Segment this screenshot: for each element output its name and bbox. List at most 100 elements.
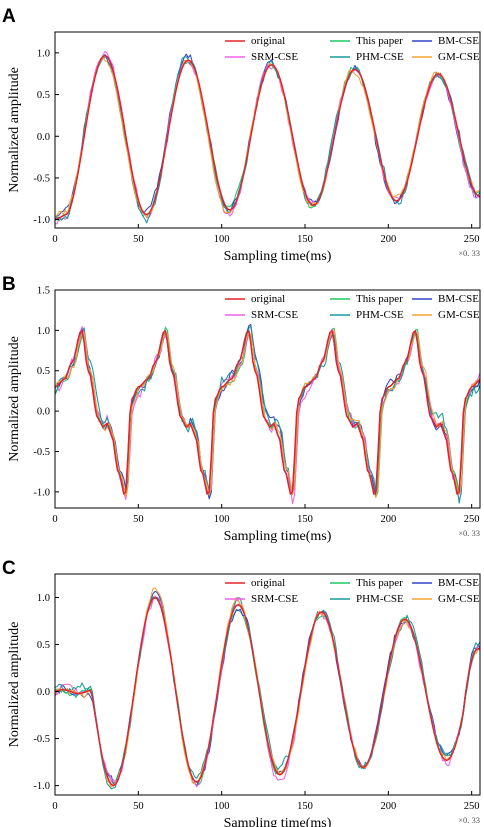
y-tick-label: -1.0 [33,781,50,792]
legend-entry: PHM-CSE [330,51,404,63]
chart-panel-a: A 0 50 100 150 200 250 -1.0 -0.5 0.0 0.5 1.0 Samplin… [2,6,481,264]
legend-entry: SRM-CSE [225,593,298,605]
x-tick-label: 50 [133,514,144,525]
y-tick-label: 0.0 [37,132,50,143]
y-tick-label: -0.5 [33,734,50,745]
legend-label: This paper [356,577,403,589]
plot-frame [54,573,481,796]
y-tick-label: -1.0 [33,487,50,498]
x-tick-label: 50 [133,801,144,812]
x-tick-label: 250 [464,801,480,812]
x-scale-note: ×0. 33 [458,248,480,258]
x-scale-note: ×0. 33 [458,528,480,538]
y-tick-label: 0.0 [37,687,50,698]
legend-entry: This paper [330,35,403,47]
legend-entry: original [225,35,285,47]
series-line-original [55,596,480,787]
series-line-original-top [55,54,480,221]
legend-label: BM-CSE [438,35,479,47]
panel-letter: B [2,274,16,295]
chart-panel-c: C 0 50 100 150 200 250 -1.0 -0.5 0.0 0.5 1.0 Samplin… [2,558,481,827]
y-tick-label: -0.5 [33,173,50,184]
x-tick-label: 200 [380,234,396,245]
x-axis-label: Sampling time(ms) [224,816,332,827]
y-tick-label: -0.5 [33,447,50,458]
legend-entry: GM-CSE [412,51,480,63]
y-tick-label: 1.0 [37,48,50,59]
series-line-bm-cse [55,590,480,787]
legend-entry: BM-CSE [412,293,479,305]
legend-label: SRM-CSE [251,309,298,321]
x-axis-label: Sampling time(ms) [224,249,332,264]
legend-entry: GM-CSE [412,593,480,605]
legend-entry: BM-CSE [412,35,479,47]
x-tick-label: 200 [380,514,396,525]
legend-entry: GM-CSE [412,309,480,321]
legend-label: SRM-CSE [251,51,298,63]
series-line-original-top [55,329,480,495]
x-tick-label: 150 [297,234,313,245]
y-axis-label: Normalized amplitude [7,67,22,193]
x-tick-label: 0 [52,234,57,245]
y-tick-label: 0.5 [37,366,50,377]
series-line-this-paper [55,596,480,786]
y-tick-label: 0.0 [37,407,50,418]
series-line-phm-cse [55,596,480,790]
legend-entry: PHM-CSE [330,309,404,321]
x-tick-label: 0 [52,514,57,525]
series-line-srm-cse [55,595,480,788]
legend-label: SRM-CSE [251,593,298,605]
x-tick-label: 200 [380,801,396,812]
series-line-gm-cse [55,56,480,219]
legend-label: GM-CSE [438,309,480,321]
y-tick-label: -1.0 [33,215,50,226]
legend-entry: BM-CSE [412,577,479,589]
plot-frame [54,289,481,509]
series-line-phm-cse [55,324,480,504]
legend-label: original [251,577,285,589]
legend-label: PHM-CSE [356,51,404,63]
legend-entry: This paper [330,293,403,305]
legend-entry: SRM-CSE [225,309,298,321]
y-tick-label: 1.0 [37,326,50,337]
legend-label: GM-CSE [438,51,480,63]
legend-label: This paper [356,35,403,47]
x-tick-label: 150 [297,514,313,525]
legend-label: BM-CSE [438,577,479,589]
x-tick-label: 100 [214,514,230,525]
y-tick-label: 0.5 [37,90,50,101]
y-axis-label: Normalized amplitude [7,336,22,462]
legend-entry: original [225,577,285,589]
legend-entry: SRM-CSE [225,51,298,63]
legend-label: PHM-CSE [356,593,404,605]
panel-letter: C [2,558,16,579]
legend-label: PHM-CSE [356,309,404,321]
series-line-original-top [55,596,480,787]
x-scale-note: ×0. 33 [458,815,480,825]
plot-frame [54,31,481,229]
x-tick-label: 100 [214,234,230,245]
x-tick-label: 0 [52,801,57,812]
x-tick-label: 150 [297,801,313,812]
legend-entry: PHM-CSE [330,593,404,605]
x-tick-label: 50 [133,234,144,245]
panel-letter: A [2,6,16,27]
x-axis-label: Sampling time(ms) [224,529,332,544]
y-tick-label: 1.5 [37,286,50,297]
legend-label: BM-CSE [438,293,479,305]
legend-label: GM-CSE [438,593,480,605]
legend-label: This paper [356,293,403,305]
series-line-srm-cse [55,325,480,505]
chart-panel-b: B 0 50 100 150 200 250 -1.0 -0.5 0.0 0.5 1.0 1.5 Samp… [2,274,481,544]
x-tick-label: 100 [214,801,230,812]
y-tick-label: 0.5 [37,640,50,651]
legend-label: original [251,293,285,305]
legend-entry: original [225,293,285,305]
series-line-gm-cse [55,587,480,788]
legend-entry: This paper [330,577,403,589]
y-axis-label: Normalized amplitude [7,622,22,748]
y-tick-label: 1.0 [37,593,50,604]
x-tick-label: 250 [464,514,480,525]
x-tick-label: 250 [464,234,480,245]
